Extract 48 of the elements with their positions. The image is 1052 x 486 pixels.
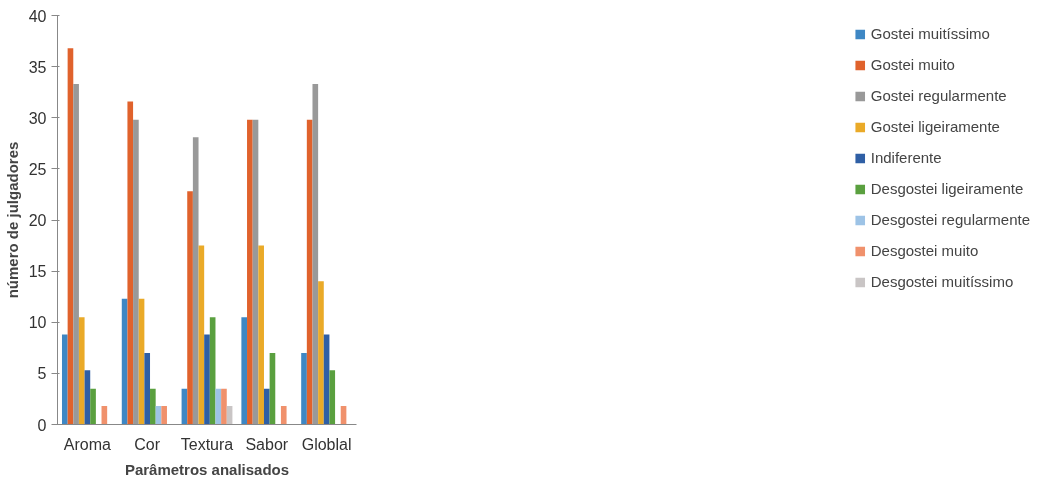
bar xyxy=(78,317,85,425)
legend-label: Gostei ligeiramente xyxy=(870,118,1000,135)
y-tick-label: 0 xyxy=(37,416,47,434)
bar xyxy=(318,281,324,425)
legend-label: Gostei muitíssimo xyxy=(870,25,990,42)
bar xyxy=(247,119,253,425)
bar xyxy=(204,334,210,425)
bar xyxy=(258,245,264,425)
bar xyxy=(161,406,167,425)
y-tick-label: 15 xyxy=(28,263,47,281)
y-tick-label: 35 xyxy=(28,58,47,76)
y-tick-label: 25 xyxy=(28,160,47,178)
bar xyxy=(215,388,222,425)
x-axis-title: Parâmetros analisados xyxy=(124,460,290,478)
y-tick-label: 30 xyxy=(28,109,47,127)
x-tick-label: Textura xyxy=(180,435,234,453)
legend-label: Desgostei muitíssimo xyxy=(870,273,1014,290)
bar xyxy=(73,84,79,425)
x-tick-label: Globlal xyxy=(301,435,352,453)
bar xyxy=(221,388,227,425)
bar xyxy=(312,84,319,425)
bar xyxy=(144,352,151,425)
y-tick-label: 5 xyxy=(37,365,47,383)
y-axis-title: número de julgadores xyxy=(3,141,21,299)
bar xyxy=(127,101,134,425)
bar xyxy=(329,370,336,425)
x-tick-label: Sabor xyxy=(245,435,289,453)
legend-label: Gostei regularmente xyxy=(870,87,1007,104)
x-tick-label: Aroma xyxy=(63,435,112,453)
bar xyxy=(301,352,307,425)
legend-label: Gostei muito xyxy=(870,56,955,73)
bar xyxy=(133,119,139,425)
y-tick-label: 10 xyxy=(28,314,47,332)
x-tick-label: Cor xyxy=(134,435,161,453)
bar xyxy=(263,388,270,425)
bar xyxy=(61,334,68,425)
bar xyxy=(241,317,248,425)
bar xyxy=(187,191,193,425)
bar xyxy=(150,388,156,425)
legend-label: Desgostei regularmente xyxy=(870,211,1030,228)
bar xyxy=(280,406,287,425)
legend-label: Desgostei ligeiramente xyxy=(870,180,1024,197)
legend-label: Indiferente xyxy=(870,149,942,166)
y-tick-label: 20 xyxy=(28,212,47,229)
y-tick-label: 40 xyxy=(28,7,47,25)
legend-label: Desgostei muito xyxy=(870,242,979,259)
bar xyxy=(90,388,96,425)
bar xyxy=(192,137,199,425)
